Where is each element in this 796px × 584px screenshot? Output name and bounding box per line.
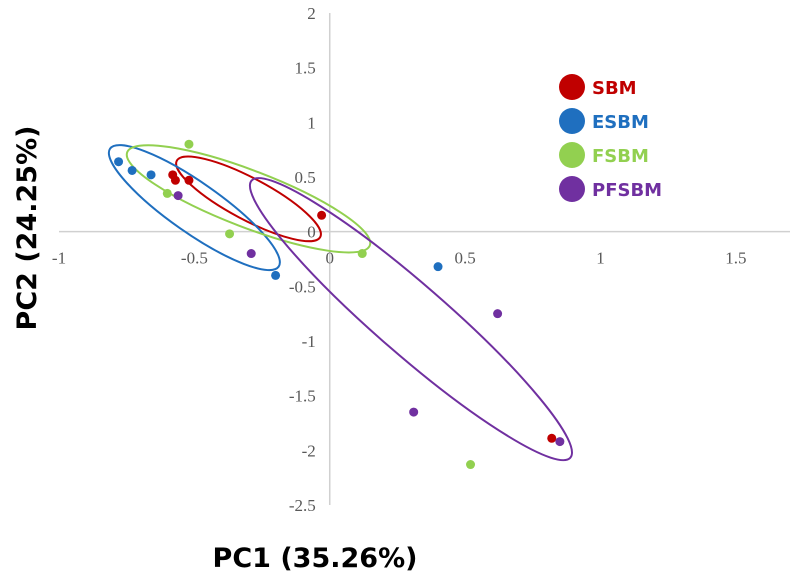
y-tick-label: 0 bbox=[307, 223, 316, 242]
point-sbm bbox=[547, 433, 557, 443]
ellipse-esbm bbox=[107, 144, 281, 272]
data-points bbox=[114, 139, 565, 470]
point-pfsbm bbox=[555, 437, 565, 447]
point-sbm bbox=[170, 175, 180, 185]
point-pfsbm bbox=[246, 249, 256, 259]
point-sbm bbox=[184, 175, 194, 185]
legend-label-pfsbm: PFSBM bbox=[592, 180, 662, 201]
ellipse-sbm bbox=[175, 155, 322, 243]
y-tick-label: -0.5 bbox=[289, 277, 316, 296]
legend-label-esbm: ESBM bbox=[592, 112, 649, 133]
y-tick-label: 2 bbox=[307, 4, 316, 23]
point-esbm bbox=[271, 270, 281, 280]
x-tick-label: -0.5 bbox=[181, 249, 208, 268]
x-tick-label: -1 bbox=[52, 249, 66, 268]
y-tick-label: -2.5 bbox=[289, 496, 316, 515]
x-tick-label: 1 bbox=[596, 249, 605, 268]
x-tick-labels: -1 -0.5 0 0.5 1 1.5 bbox=[52, 249, 747, 268]
point-sbm bbox=[317, 210, 327, 220]
legend: SBM ESBM FSBM PFSBM bbox=[559, 74, 662, 202]
confidence-ellipses bbox=[107, 144, 573, 462]
point-fsbm bbox=[357, 249, 367, 259]
y-tick-label: 0.5 bbox=[294, 168, 315, 187]
point-pfsbm bbox=[493, 309, 503, 319]
point-fsbm bbox=[162, 188, 172, 198]
x-tick-label: 0.5 bbox=[454, 249, 475, 268]
point-esbm bbox=[114, 157, 124, 167]
y-tick-label: -1 bbox=[302, 332, 316, 351]
point-fsbm bbox=[184, 139, 194, 149]
y-tick-labels: 2 1.5 1 0.5 0 -0.5 -1 -1.5 -2 -2.5 bbox=[289, 4, 316, 515]
y-tick-label: 1.5 bbox=[294, 59, 315, 78]
point-pfsbm bbox=[409, 407, 419, 417]
y-axis-title: PC2 (24.25%) bbox=[12, 126, 43, 331]
axes bbox=[59, 13, 790, 505]
legend-marker-fsbm bbox=[559, 142, 585, 168]
legend-marker-esbm bbox=[559, 108, 585, 134]
point-fsbm bbox=[466, 460, 476, 470]
y-tick-label: -2 bbox=[302, 441, 316, 460]
x-tick-label: 1.5 bbox=[725, 249, 746, 268]
y-tick-label: 1 bbox=[307, 113, 316, 132]
x-axis-title: PC1 (35.26%) bbox=[213, 543, 418, 574]
legend-label-fsbm: FSBM bbox=[592, 146, 649, 167]
point-pfsbm bbox=[173, 191, 183, 201]
ellipse-pfsbm bbox=[248, 177, 573, 462]
point-esbm bbox=[146, 170, 156, 180]
x-tick-label: 0 bbox=[325, 249, 334, 268]
y-tick-label: -1.5 bbox=[289, 387, 316, 406]
legend-label-sbm: SBM bbox=[592, 78, 637, 99]
ellipse-fsbm bbox=[125, 144, 372, 254]
point-esbm bbox=[433, 262, 443, 272]
legend-marker-pfsbm bbox=[559, 176, 585, 202]
legend-marker-sbm bbox=[559, 74, 585, 100]
point-fsbm bbox=[225, 229, 235, 239]
point-esbm bbox=[127, 165, 137, 175]
